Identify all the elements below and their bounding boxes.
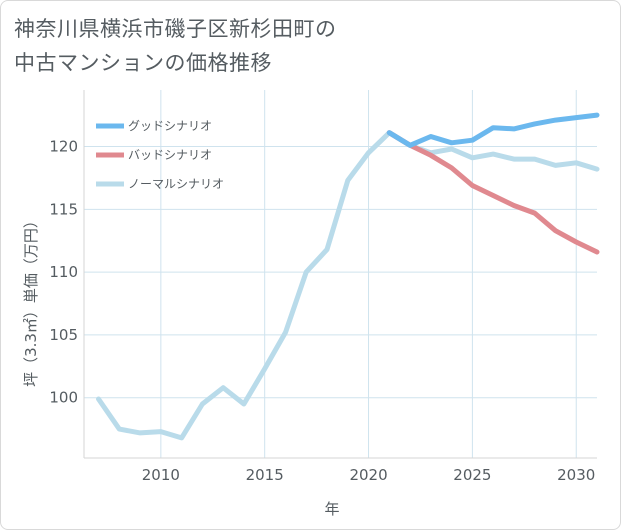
- grid-lines: [84, 90, 597, 458]
- y-tick-label: 100: [49, 389, 78, 407]
- x-tick-label: 2010: [142, 466, 180, 484]
- x-tick-label: 2025: [453, 466, 491, 484]
- chart-title-line-1: 神奈川県横浜市磯子区新杉田町の: [14, 17, 337, 41]
- x-tick-label: 2015: [246, 466, 284, 484]
- axes: [83, 90, 597, 459]
- x-tick-label: 2030: [557, 466, 595, 484]
- legend-label-0: グッドシナリオ: [128, 119, 212, 133]
- series-line-1: [386, 130, 600, 255]
- legend-label-2: ノーマルシナリオ: [128, 177, 224, 191]
- y-axis-label: 坪（3.3㎡）単価（万円）: [22, 213, 40, 387]
- x-tick-label: 2020: [349, 466, 387, 484]
- y-tick-label: 120: [49, 138, 78, 156]
- chart-title: 神奈川県横浜市磯子区新杉田町の 中古マンションの価格推移: [14, 12, 574, 80]
- y-tick-labels: 100 105 110 115 120: [49, 138, 78, 407]
- series-lines: [96, 112, 600, 441]
- chart-title-line-2: 中古マンションの価格推移: [14, 51, 272, 75]
- x-tick-labels: 2010 2015 2020 2025 2030: [142, 466, 596, 484]
- legend-label-1: バッドシナリオ: [128, 148, 212, 162]
- y-tick-label: 105: [49, 326, 78, 344]
- x-axis-label: 年: [324, 500, 339, 518]
- y-tick-label: 110: [49, 263, 78, 281]
- series-line-2: [96, 130, 600, 441]
- y-tick-label: 115: [49, 200, 78, 218]
- series-line-0: [386, 112, 600, 148]
